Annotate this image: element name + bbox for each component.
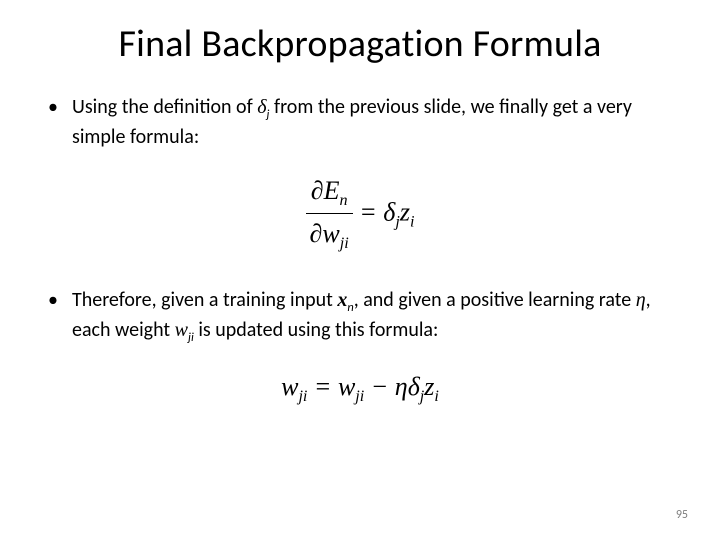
xn-x: x bbox=[337, 289, 347, 311]
page-number: 95 bbox=[676, 508, 688, 522]
bullet-2: • Therefore, given a training input xn, … bbox=[48, 287, 672, 346]
z: z bbox=[400, 197, 410, 226]
wji-w: w bbox=[175, 319, 188, 341]
numerator: ∂En bbox=[306, 173, 353, 215]
b2-b: , and given a positive learning rate bbox=[354, 288, 636, 312]
bullet-1-text: Using the definition of δj from the prev… bbox=[72, 94, 672, 151]
z2-sub: i bbox=[434, 388, 438, 405]
equals: = bbox=[353, 197, 384, 226]
w2-sub: ji bbox=[355, 388, 364, 405]
bullet-1: • Using the definition of δj from the pr… bbox=[48, 94, 672, 151]
z-sub: i bbox=[410, 213, 414, 230]
b2-a: Therefore, given a training input bbox=[72, 288, 337, 312]
slide-body: • Using the definition of δj from the pr… bbox=[48, 94, 672, 408]
b2-d: is updated using this formula: bbox=[194, 318, 439, 342]
delta-j-sym: δ bbox=[257, 96, 266, 118]
slide-title: Final Backpropagation Formula bbox=[48, 24, 672, 66]
wji-sub: ji bbox=[340, 236, 349, 253]
bullet-marker: • bbox=[48, 287, 72, 346]
eta: η bbox=[636, 289, 646, 311]
bullet-2-text: Therefore, given a training input xn, an… bbox=[72, 287, 672, 346]
b1-a: Using the definition of bbox=[72, 95, 257, 119]
bullet-marker: • bbox=[48, 94, 72, 151]
eq1: = bbox=[307, 372, 338, 401]
En-sub: n bbox=[339, 192, 347, 209]
fraction: ∂En ∂wji bbox=[306, 173, 353, 256]
formula-1: ∂En ∂wji = δjzi bbox=[48, 173, 672, 256]
partial-wji: ∂w bbox=[310, 219, 340, 248]
w1: w bbox=[281, 372, 298, 401]
minus: − bbox=[364, 372, 395, 401]
denominator: ∂wji bbox=[306, 214, 353, 255]
eta-delta: ηδ bbox=[395, 372, 420, 401]
z2: z bbox=[424, 372, 434, 401]
delta: δ bbox=[383, 197, 395, 226]
formula-2: wji = wji − ηδjzi bbox=[48, 369, 672, 408]
w2: w bbox=[338, 372, 355, 401]
partial-En: ∂E bbox=[311, 176, 340, 205]
slide: Final Backpropagation Formula • Using th… bbox=[0, 0, 720, 540]
